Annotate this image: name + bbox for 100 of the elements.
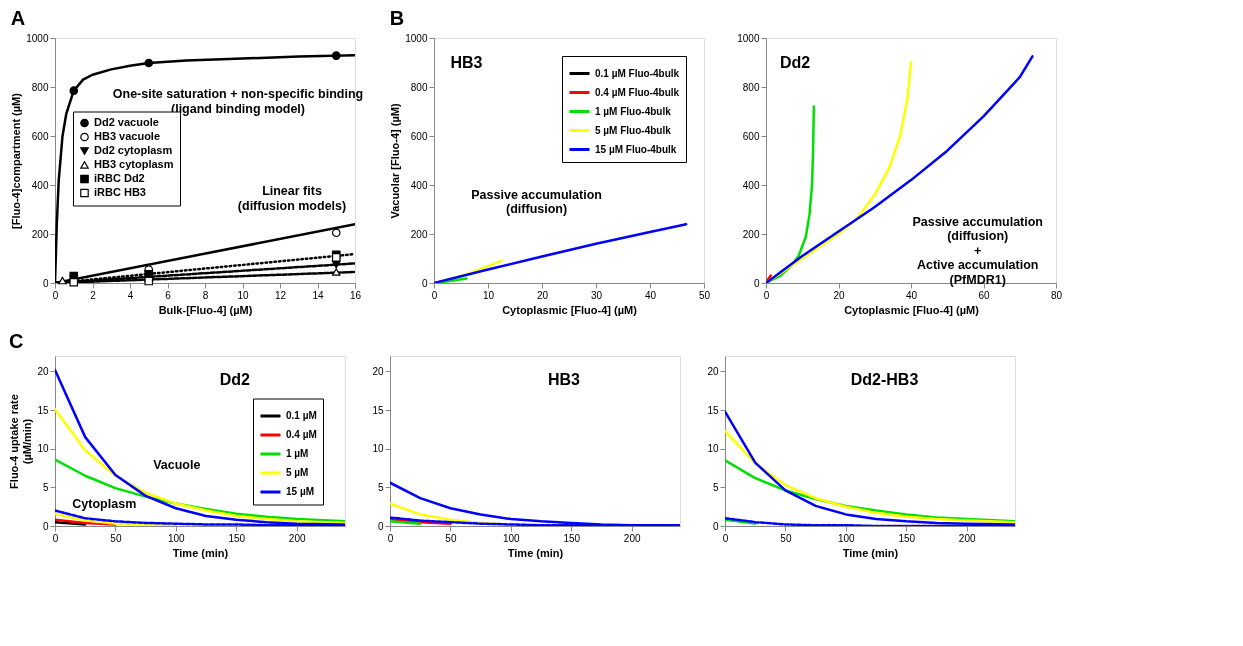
x-tick-label: 10 [237, 289, 249, 301]
y-tick-label: 800 [410, 81, 428, 93]
chart-title: C [8, 330, 24, 352]
x-tick-label: 50 [780, 532, 792, 544]
y-tick-label: 200 [742, 228, 760, 240]
y-tick-label: 20 [707, 365, 719, 377]
y-tick-label: 15 [707, 404, 719, 416]
x-tick-label: 14 [312, 289, 324, 301]
x-tick-label: 0 [763, 289, 770, 301]
chart-title: B [389, 7, 405, 29]
x-tick-label: 10 [482, 289, 495, 301]
x-axis-title: Cytoplasmic [Fluo-4] (µM) [502, 303, 638, 316]
x-tick-label: 50 [698, 289, 711, 301]
y-tick-label: 0 [712, 520, 719, 532]
x-tick-label: 200 [288, 532, 306, 544]
y-axis-title: Fluo-4 uptake rate (µM/min) [8, 394, 34, 489]
y-tick-label: 20 [37, 365, 49, 377]
annotation: Vacuole [153, 457, 201, 472]
x-tick-label: 20 [833, 289, 845, 301]
annotation: Dd2 [219, 370, 251, 388]
x-axis-title: Time (min) [842, 546, 899, 559]
x-axis-title: Time (min) [172, 546, 229, 559]
annotation: HB3 [450, 53, 483, 71]
annotation: HB3 [547, 370, 581, 388]
y-tick-label: 800 [31, 81, 49, 93]
y-tick-label: 600 [31, 130, 49, 142]
y-tick-label: 400 [742, 179, 760, 191]
y-tick-label: 0 [421, 277, 428, 289]
y-tick-label: 0 [42, 277, 49, 289]
x-tick-label: 150 [898, 532, 916, 544]
x-tick-label: 100 [837, 532, 856, 544]
y-tick-label: 200 [410, 228, 428, 240]
x-tick-label: 50 [110, 532, 122, 544]
y-tick-label: 0 [42, 520, 49, 532]
y-tick-label: 10 [37, 443, 49, 455]
x-tick-label: 200 [623, 532, 641, 544]
y-tick-label: 600 [410, 130, 428, 142]
y-tick-label: 0 [753, 277, 760, 289]
x-axis-title: Bulk-[Fluo-4] (µM) [158, 303, 253, 316]
y-tick-label: 1000 [405, 32, 428, 44]
x-tick-label: 80 [1050, 289, 1063, 301]
legend-label: 5 µM Fluo-4bulk [595, 124, 672, 136]
x-tick-label: 150 [563, 532, 581, 544]
annotation: Cytoplasm [72, 496, 137, 511]
legend-label: 1 µM [286, 448, 309, 459]
x-tick-label: 0 [52, 289, 59, 301]
x-tick-label: 100 [502, 532, 521, 544]
y-tick-label: 5 [42, 481, 49, 493]
annotation: Passive accumulation (diffusion) + Active accumulation (PfMDR1) [912, 214, 1044, 287]
legend-label: 0.1 µM [286, 410, 317, 421]
x-axis-title: Cytoplasmic [Fluo-4] (µM) [844, 303, 980, 316]
legend-label: HB3 vacuole [94, 130, 161, 142]
x-tick-label: 40 [905, 289, 918, 301]
x-tick-label: 150 [228, 532, 246, 544]
annotation: Dd2-HB3 [850, 370, 919, 388]
legend-label: Dd2 vacuole [94, 116, 159, 128]
legend-label: 15 µM Fluo-4bulk [595, 143, 677, 155]
x-tick-label: 12 [274, 289, 287, 301]
x-tick-label: 200 [958, 532, 976, 544]
y-axis-title: Vacuolar [Fluo-4] (µM) [389, 103, 402, 219]
x-tick-label: 0 [387, 532, 394, 544]
y-tick-label: 5 [377, 481, 384, 493]
legend-label: 0.1 µM Fluo-4bulk [595, 67, 680, 79]
x-tick-label: 6 [165, 289, 172, 301]
legend-label: 0.4 µM [286, 429, 317, 440]
y-tick-label: 1000 [737, 32, 760, 44]
x-tick-label: 60 [978, 289, 990, 301]
annotation: Dd2 [779, 53, 811, 71]
x-tick-label: 0 [722, 532, 729, 544]
x-tick-label: 2 [90, 289, 97, 301]
x-tick-label: 8 [202, 289, 209, 301]
y-tick-label: 5 [712, 481, 719, 493]
x-axis-title: Time (min) [507, 546, 564, 559]
y-tick-label: 15 [37, 404, 49, 416]
x-tick-label: 40 [644, 289, 657, 301]
x-tick-label: 50 [445, 532, 457, 544]
legend-label: 1 µM Fluo-4bulk [595, 105, 672, 117]
x-tick-label: 30 [590, 289, 603, 301]
legend-label: 0.4 µM Fluo-4bulk [595, 86, 680, 98]
legend-label: 5 µM [286, 467, 309, 478]
legend-label: HB3 cytoplasm [94, 158, 174, 170]
x-tick-label: 16 [349, 289, 362, 301]
y-tick-label: 10 [707, 443, 719, 455]
legend-label: iRBC Dd2 [94, 172, 145, 184]
x-tick-label: 0 [52, 532, 59, 544]
y-tick-label: 400 [31, 179, 49, 191]
y-axis-title: [Fluo-4]compartment (µM) [10, 92, 23, 229]
y-tick-label: 10 [372, 443, 384, 455]
y-tick-label: 800 [742, 81, 760, 93]
annotation: Passive accumulation (diffusion) [471, 187, 602, 217]
legend-label: 15 µM [286, 486, 314, 497]
x-tick-label: 0 [431, 289, 438, 301]
y-tick-label: 600 [742, 130, 760, 142]
annotation: Linear fits (diffusion models) [237, 184, 347, 213]
y-tick-label: 20 [372, 365, 384, 377]
y-tick-label: 0 [377, 520, 384, 532]
legend-label: iRBC HB3 [94, 186, 146, 198]
x-tick-label: 100 [167, 532, 186, 544]
legend-label: Dd2 cytoplasm [94, 144, 173, 156]
chart-title: A [10, 7, 26, 29]
